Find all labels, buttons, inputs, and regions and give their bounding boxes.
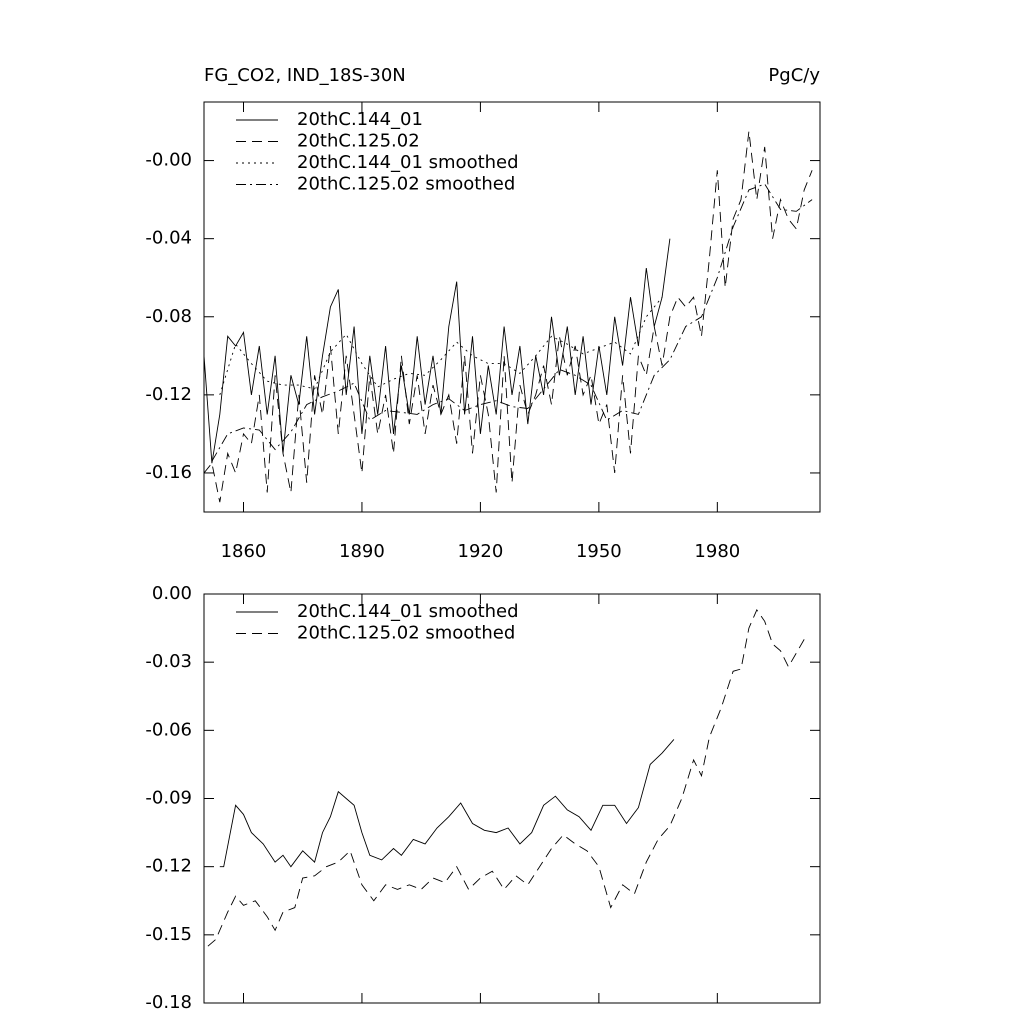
y-tick-label: -0.03	[145, 651, 192, 672]
legend-label: 20thC.144_01	[297, 109, 423, 130]
plot-frame	[203, 101, 821, 513]
legend-label: 20thC.125.02	[297, 131, 420, 152]
series-line	[211, 183, 813, 462]
series-line	[203, 238, 671, 464]
y-tick-label: -0.00	[145, 150, 192, 171]
legend-label: 20thC.125.02 smoothed	[297, 623, 515, 644]
y-tick-label: -0.06	[145, 719, 192, 740]
y-tick-label: -0.18	[145, 992, 192, 1013]
y-tick-label: -0.15	[145, 924, 192, 945]
y-tick-label: -0.04	[145, 228, 192, 249]
x-tick-label: 1920	[458, 541, 504, 562]
y-tick-label: -0.12	[145, 384, 192, 405]
y-tick-label: -0.12	[145, 856, 192, 877]
y-tick-label: -0.09	[145, 788, 192, 809]
x-tick-label: 1860	[221, 541, 267, 562]
chart-title: FG_CO2, IND_18S-30N	[204, 65, 406, 86]
series-line	[219, 296, 663, 396]
legend-label: 20thC.125.02 smoothed	[297, 174, 515, 195]
y-tick-label: -0.16	[145, 462, 192, 483]
y-tick-label: -0.08	[145, 306, 192, 327]
x-tick-label: 1950	[576, 541, 622, 562]
plot-frame	[203, 593, 821, 1004]
y-tick-label: 0.00	[152, 583, 192, 604]
x-tick-label: 1980	[694, 541, 740, 562]
units-label: PgC/y	[768, 65, 820, 86]
legend-label: 20thC.144_01 smoothed	[297, 601, 519, 622]
x-tick-label: 1890	[339, 541, 385, 562]
series-line	[219, 739, 675, 868]
series-line	[207, 608, 805, 947]
legend-label: 20thC.144_01 smoothed	[297, 152, 519, 173]
